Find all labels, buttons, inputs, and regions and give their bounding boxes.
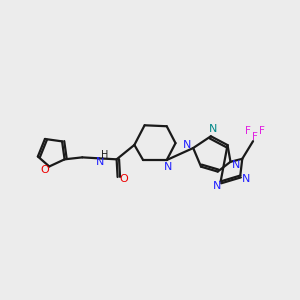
Text: N: N bbox=[183, 140, 191, 150]
Text: N: N bbox=[242, 174, 250, 184]
Text: F: F bbox=[245, 126, 251, 136]
Text: N: N bbox=[96, 157, 104, 167]
Text: N: N bbox=[213, 181, 221, 191]
Text: F: F bbox=[252, 132, 258, 142]
Text: O: O bbox=[40, 165, 49, 176]
Text: F: F bbox=[259, 126, 265, 136]
Text: O: O bbox=[119, 174, 128, 184]
Text: N: N bbox=[164, 162, 172, 172]
Text: H: H bbox=[101, 150, 109, 161]
Text: N: N bbox=[232, 160, 241, 170]
Text: N: N bbox=[208, 124, 217, 134]
